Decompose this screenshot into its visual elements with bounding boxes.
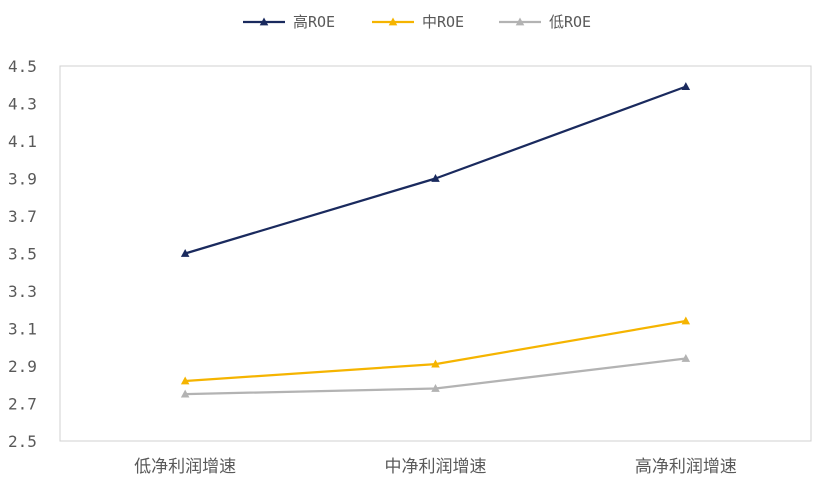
y-tick-label: 4.1	[8, 132, 37, 151]
x-tick-label: 高净利润增速	[635, 457, 737, 477]
y-tick-label: 4.5	[8, 57, 37, 76]
y-tick-label: 2.9	[8, 357, 37, 376]
y-tick-label: 2.5	[8, 432, 37, 451]
legend-label: 高ROE	[293, 13, 335, 31]
legend-marker	[259, 17, 269, 26]
legend-marker	[515, 17, 525, 26]
data-point-marker	[681, 82, 691, 90]
y-tick-label: 3.5	[8, 245, 37, 264]
y-tick-label: 3.9	[8, 170, 37, 189]
legend-label: 低ROE	[549, 13, 591, 31]
plot-area-border	[59, 65, 812, 442]
series-line	[185, 319, 687, 383]
data-point-marker	[180, 389, 190, 398]
data-point-marker	[180, 376, 190, 385]
legend-marker	[388, 17, 398, 26]
y-tick-label: 4.3	[8, 95, 37, 114]
y-tick-label: 3.3	[8, 282, 37, 301]
data-point-marker	[681, 316, 691, 325]
data-point-marker	[431, 174, 440, 182]
data-point-marker	[431, 384, 440, 392]
data-point-marker	[431, 359, 440, 368]
x-tick-label: 低净利润增速	[134, 457, 236, 477]
y-tick-label: 3.1	[8, 320, 37, 339]
y-tick-label: 2.7	[8, 395, 37, 414]
x-tick-label: 中净利润增速	[385, 457, 487, 477]
x-axis-ticks: 低净利润增速 中净利润增速 高净利润增速	[134, 457, 737, 477]
data-point-marker	[180, 249, 190, 257]
data-point-marker	[681, 354, 691, 362]
y-axis-ticks: 2.5 2.7 2.9 3.1 3.3 3.5 3.7 3.9 4.1 4.3 4.5	[8, 57, 37, 451]
series-line	[184, 85, 687, 255]
y-tick-label: 3.7	[8, 207, 37, 226]
legend-label: 中ROE	[422, 13, 464, 31]
legend: 高ROE 中ROE 低ROE	[243, 13, 591, 31]
series-group	[180, 82, 691, 398]
